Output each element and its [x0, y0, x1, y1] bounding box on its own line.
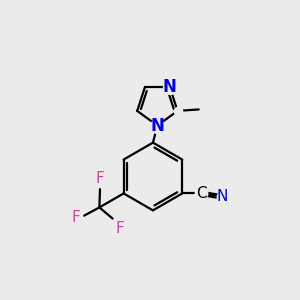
Text: F: F	[72, 210, 81, 225]
Text: N: N	[217, 190, 228, 205]
Text: N: N	[163, 78, 177, 96]
Text: N: N	[150, 117, 164, 135]
Text: F: F	[96, 171, 104, 186]
Text: F: F	[116, 221, 124, 236]
Text: C: C	[196, 186, 207, 201]
